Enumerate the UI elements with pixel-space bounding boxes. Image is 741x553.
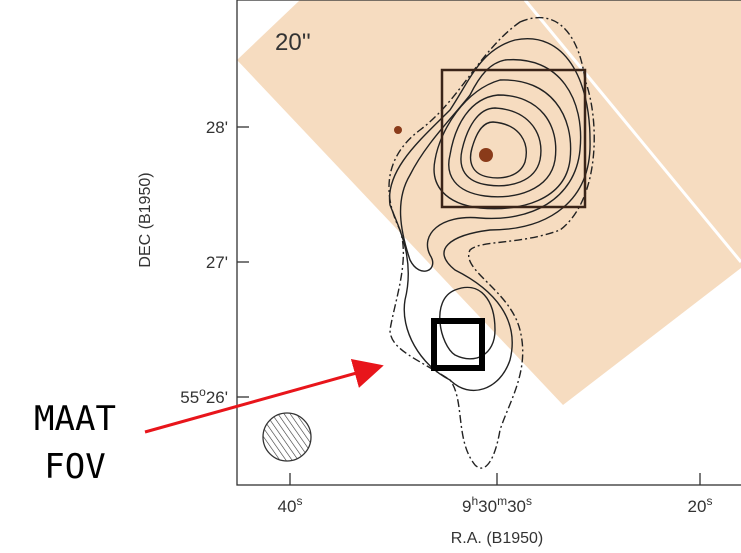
beam — [263, 413, 311, 461]
tick-part: s — [706, 494, 712, 508]
image-footprint — [237, 0, 741, 405]
tick-part: s — [296, 494, 302, 508]
dec-tick: 27' — [206, 253, 228, 272]
tick-part: m — [497, 494, 507, 508]
tick-part: 27' — [206, 253, 228, 272]
ra-tick: 40s — [278, 494, 303, 516]
tick-part: s — [526, 494, 532, 508]
ra-axis-label: R.A. (B1950) — [451, 530, 543, 547]
tick-part: 30 — [507, 497, 526, 516]
ra-tick: 9h30m30s — [462, 494, 532, 516]
tick-part: 40 — [278, 497, 297, 516]
dec-axis-label: DEC (B1950) — [137, 172, 154, 267]
scale-label: 20'' — [275, 29, 311, 56]
tick-part: h — [471, 494, 478, 508]
dec-tick: 28' — [206, 118, 228, 137]
dec-tick: 55o26' — [180, 385, 228, 407]
source — [394, 126, 402, 134]
tick-part: 26' — [206, 388, 228, 407]
tick-part: 20 — [688, 497, 707, 516]
ra-tick: 20s — [688, 494, 713, 516]
annotation: FOV — [44, 447, 105, 487]
tick-part: 28' — [206, 118, 228, 137]
tick-part: 9 — [462, 497, 471, 516]
annotation: MAAT — [34, 399, 116, 439]
source — [479, 148, 493, 162]
tick-part: 30 — [478, 497, 497, 516]
tick-part: 55 — [180, 388, 199, 407]
figure: 20'' 28' 27' 55o26' 40s 9h30m30s 20s R.A… — [0, 0, 741, 553]
